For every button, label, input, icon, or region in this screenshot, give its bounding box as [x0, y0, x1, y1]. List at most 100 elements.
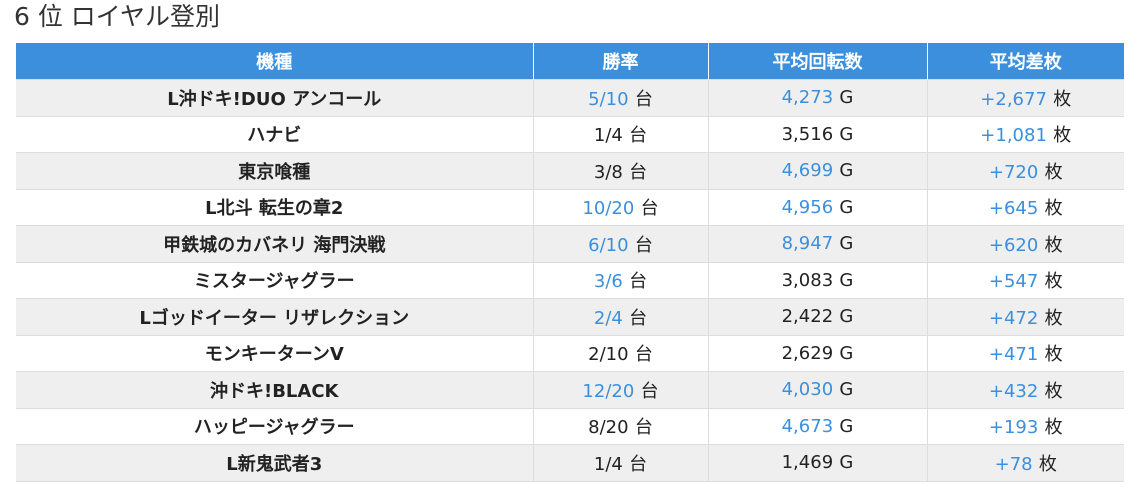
win-rate-value: 6/10	[588, 234, 629, 256]
win-rate-cell: 3/6 台	[532, 261, 708, 299]
avg-spins-cell: 4,673 G	[707, 407, 927, 445]
machine-name-cell: 甲鉄城のカバネリ 海門決戦	[16, 225, 533, 262]
table-row: 東京喰種 3/8 台 4,699 G +720 枚	[16, 152, 1124, 189]
machine-name: ハナビ	[247, 125, 302, 147]
win-rate-value: 2/4	[593, 307, 623, 329]
avg-diff-cell: +193 枚	[926, 407, 1124, 445]
win-rate-value: 12/20	[582, 380, 635, 402]
table-row: ハッピージャグラー 8/20 台 4,673 G +193 枚	[16, 407, 1124, 445]
avg-spins-cell: 4,030 G	[707, 371, 927, 408]
win-rate-value: 3/8	[593, 161, 623, 183]
win-rate-unit: 台	[634, 88, 653, 110]
avg-diff-unit: 枚	[1044, 234, 1063, 256]
win-rate-unit: 台	[629, 125, 648, 147]
avg-diff-unit: 枚	[1044, 380, 1063, 402]
machine-name: Lゴッドイーター リザレクション	[139, 307, 410, 329]
avg-spins-unit: G	[839, 87, 854, 109]
avg-diff-value: +547	[988, 271, 1039, 293]
ranking-table: 機種 勝率 平均回転数 平均差枚 L沖ドキ!DUO アンコール 5/10 台 4,2…	[16, 43, 1124, 482]
avg-spins-cell: 3,516 G	[707, 115, 927, 153]
avg-diff-unit: 枚	[1044, 344, 1063, 366]
win-rate-value: 1/4	[593, 453, 623, 475]
avg-spins-value: 1,469	[781, 452, 834, 474]
table-header-row: 機種 勝率 平均回転数 平均差枚	[16, 43, 1124, 80]
table-row: 甲鉄城のカバネリ 海門決戦 6/10 台 8,947 G +620 枚	[16, 225, 1124, 262]
avg-diff-unit: 枚	[1044, 307, 1063, 329]
avg-spins-value: 4,030	[781, 379, 834, 401]
column-header-win-rate: 勝率	[532, 43, 708, 80]
machine-name: 甲鉄城のカバネリ 海門決戦	[163, 234, 386, 256]
avg-diff-cell: +472 枚	[926, 298, 1124, 335]
machine-name: 沖ドキ!BLACK	[210, 380, 339, 402]
avg-diff-unit: 枚	[1044, 161, 1063, 183]
avg-spins-value: 3,516	[781, 123, 834, 145]
avg-spins-value: 4,956	[781, 196, 834, 218]
avg-spins-cell: 3,083 G	[707, 261, 927, 299]
machine-name-cell: 沖ドキ!BLACK	[16, 371, 533, 408]
page-title: 6 位 ロイヤル登別	[14, 2, 221, 31]
machine-name-cell: ハナビ	[16, 115, 533, 153]
avg-spins-cell: 4,273 G	[707, 79, 927, 116]
win-rate-value: 5/10	[588, 88, 629, 110]
win-rate-unit: 台	[634, 234, 653, 256]
machine-name: L新鬼武者3	[226, 453, 323, 475]
column-header-avg-spins: 平均回転数	[707, 43, 927, 80]
machine-name-cell: ハッピージャグラー	[16, 407, 533, 445]
avg-diff-cell: +720 枚	[926, 152, 1124, 189]
avg-diff-unit: 枚	[1053, 125, 1072, 147]
avg-spins-unit: G	[839, 306, 854, 328]
win-rate-value: 2/10	[588, 344, 629, 366]
win-rate-cell: 5/10 台	[532, 79, 708, 116]
avg-diff-value: +2,677	[980, 88, 1047, 110]
avg-spins-cell: 4,956 G	[707, 188, 927, 226]
machine-name-cell: モンキーターンV	[16, 334, 533, 372]
machine-name: 東京喰種	[238, 161, 311, 183]
win-rate-unit: 台	[629, 453, 648, 475]
avg-diff-value: +78	[994, 453, 1033, 475]
win-rate-unit: 台	[640, 380, 659, 402]
win-rate-cell: 3/8 台	[532, 152, 708, 189]
avg-diff-cell: +471 枚	[926, 334, 1124, 372]
avg-diff-cell: +1,081 枚	[926, 115, 1124, 153]
avg-spins-unit: G	[839, 123, 854, 145]
avg-spins-cell: 4,699 G	[707, 152, 927, 189]
avg-spins-value: 2,422	[781, 306, 834, 328]
table-row: L北斗 転生の章2 10/20 台 4,956 G +645 枚	[16, 188, 1124, 226]
avg-spins-unit: G	[839, 233, 854, 255]
machine-name-cell: L新鬼武者3	[16, 444, 533, 482]
avg-spins-value: 4,699	[781, 160, 834, 182]
avg-spins-value: 3,083	[781, 269, 834, 291]
win-rate-cell: 2/10 台	[532, 334, 708, 372]
table-row: Lゴッドイーター リザレクション 2/4 台 2,422 G +472 枚	[16, 298, 1124, 335]
avg-diff-cell: +432 枚	[926, 371, 1124, 408]
avg-diff-value: +1,081	[980, 125, 1047, 147]
avg-spins-cell: 8,947 G	[707, 225, 927, 262]
win-rate-cell: 6/10 台	[532, 225, 708, 262]
machine-name: ミスタージャグラー	[193, 271, 355, 293]
win-rate-value: 1/4	[593, 125, 623, 147]
win-rate-cell: 10/20 台	[532, 188, 708, 226]
avg-diff-value: +620	[988, 234, 1039, 256]
avg-diff-unit: 枚	[1038, 453, 1057, 475]
machine-name: L沖ドキ!DUO アンコール	[167, 88, 382, 110]
machine-name-cell: 東京喰種	[16, 152, 533, 189]
machine-name-cell: ミスタージャグラー	[16, 261, 533, 299]
avg-spins-cell: 2,422 G	[707, 298, 927, 335]
avg-spins-unit: G	[839, 196, 854, 218]
avg-diff-unit: 枚	[1044, 271, 1063, 293]
win-rate-value: 3/6	[593, 271, 623, 293]
avg-spins-unit: G	[839, 342, 854, 364]
avg-diff-cell: +645 枚	[926, 188, 1124, 226]
avg-spins-unit: G	[839, 269, 854, 291]
avg-spins-unit: G	[839, 415, 854, 437]
win-rate-cell: 12/20 台	[532, 371, 708, 408]
avg-diff-cell: +2,677 枚	[926, 79, 1124, 116]
column-header-avg-diff: 平均差枚	[926, 43, 1124, 80]
table-row: ハナビ 1/4 台 3,516 G +1,081 枚	[16, 115, 1124, 153]
avg-diff-unit: 枚	[1044, 198, 1063, 220]
machine-name: ハッピージャグラー	[193, 417, 355, 439]
avg-spins-cell: 1,469 G	[707, 444, 927, 482]
machine-name-cell: L沖ドキ!DUO アンコール	[16, 79, 533, 116]
avg-diff-value: +720	[988, 161, 1039, 183]
avg-diff-value: +193	[988, 417, 1039, 439]
